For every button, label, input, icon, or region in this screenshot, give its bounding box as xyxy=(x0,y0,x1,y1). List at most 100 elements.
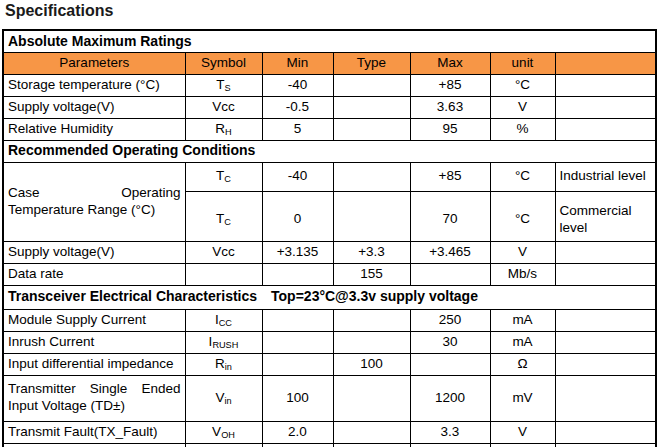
header-note xyxy=(555,52,656,74)
type-cell xyxy=(333,375,410,421)
header-type: Type xyxy=(333,52,410,74)
max-cell: 70 xyxy=(410,191,490,241)
unit-cell: V xyxy=(490,241,555,263)
type-cell: 155 xyxy=(333,263,410,285)
header-max: Max xyxy=(410,52,490,74)
table-row: Data rate 155 Mb/s xyxy=(3,263,656,285)
unit-cell: °C xyxy=(490,191,555,241)
spec-sheet-page: Specifications Absolute Maximum Ratings … xyxy=(0,0,663,447)
unit-cell: mA xyxy=(490,309,555,331)
section-row-transceiver-electrical-characteristics: Transceiver Electrical Characteristics To… xyxy=(3,285,656,309)
param-cell: Supply voltage(V) xyxy=(3,241,185,263)
section-title: Transceiver Electrical Characteristics To… xyxy=(3,285,656,309)
symbol-cell: IRUSH xyxy=(185,331,262,353)
type-cell xyxy=(333,309,410,331)
note-cell xyxy=(555,421,656,443)
note-cell xyxy=(555,331,656,353)
section-row-absolute-maximum-ratings: Absolute Maximum Ratings xyxy=(3,30,656,52)
param-cell: Storage temperature (°C) xyxy=(3,74,185,96)
symbol-cell: ICC xyxy=(185,309,262,331)
min-cell: -0.5 xyxy=(262,96,333,118)
min-cell xyxy=(262,309,333,331)
section-title-text: Transceiver Electrical Characteristics xyxy=(8,288,257,304)
max-cell: 30 xyxy=(410,331,490,353)
unit-cell: mV xyxy=(490,375,555,421)
table-row: Transmitter Single Ended Input Voltage (… xyxy=(3,375,656,421)
type-cell xyxy=(333,118,410,140)
symbol-cell: Rin xyxy=(185,353,262,375)
max-cell: 0.8 xyxy=(410,443,490,447)
page-title: Specifications xyxy=(5,2,113,20)
note-cell: Industrial level xyxy=(555,162,656,191)
max-cell xyxy=(410,353,490,375)
min-cell: +3.135 xyxy=(262,241,333,263)
unit-cell: V xyxy=(490,443,555,447)
symbol-cell: Vcc xyxy=(185,241,262,263)
header-unit: unit xyxy=(490,52,555,74)
max-cell: 3.63 xyxy=(410,96,490,118)
note-cell xyxy=(555,118,656,140)
min-cell: -40 xyxy=(262,162,333,191)
section-title: Absolute Maximum Ratings xyxy=(3,30,656,52)
type-cell xyxy=(333,162,410,191)
table-row: Module Supply Current ICC 250 mA xyxy=(3,309,656,331)
min-cell xyxy=(262,353,333,375)
min-cell: 0 xyxy=(262,191,333,241)
type-cell: 100 xyxy=(333,353,410,375)
type-cell xyxy=(333,421,410,443)
note-cell xyxy=(555,309,656,331)
table-row: Storage temperature (°C) TS -40 +85 °C xyxy=(3,74,656,96)
type-cell xyxy=(333,96,410,118)
table-row: Case Operating Temperature Range (°C) TC… xyxy=(3,162,656,191)
test-condition: Top=23°C@3.3v supply voltage xyxy=(271,288,478,304)
param-cell: Inrush Current xyxy=(3,331,185,353)
type-cell xyxy=(333,331,410,353)
note-cell xyxy=(555,241,656,263)
param-cell: Data rate xyxy=(3,263,185,285)
unit-cell: Ω xyxy=(490,353,555,375)
unit-cell: mA xyxy=(490,331,555,353)
table-row: Supply voltage(V) Vcc -0.5 3.63 V xyxy=(3,96,656,118)
symbol-cell: Vin xyxy=(185,375,262,421)
table-row: LOSS of Signal (LOS) VOL 0 0.8 V xyxy=(3,443,656,447)
table-row: Input differential impedance Rin 100 Ω xyxy=(3,353,656,375)
column-header-row: Parameters Symbol Min Type Max unit xyxy=(3,52,656,74)
max-cell: 1200 xyxy=(410,375,490,421)
max-cell: 95 xyxy=(410,118,490,140)
param-cell: Transmit Fault(TX_Fault) xyxy=(3,421,185,443)
symbol-cell: VOH xyxy=(185,421,262,443)
param-cell: LOSS of Signal (LOS) xyxy=(3,443,185,447)
unit-cell: °C xyxy=(490,74,555,96)
max-cell: 250 xyxy=(410,309,490,331)
note-cell: Commercial level xyxy=(555,191,656,241)
min-cell: 0 xyxy=(262,443,333,447)
specifications-table: Absolute Maximum Ratings Parameters Symb… xyxy=(2,29,657,447)
max-cell xyxy=(410,263,490,285)
symbol-cell: TC xyxy=(185,191,262,241)
unit-cell: °C xyxy=(490,162,555,191)
min-cell: 5 xyxy=(262,118,333,140)
max-cell: +85 xyxy=(410,74,490,96)
note-cell xyxy=(555,375,656,421)
max-cell: 3.3 xyxy=(410,421,490,443)
min-cell xyxy=(262,331,333,353)
min-cell: 2.0 xyxy=(262,421,333,443)
symbol-cell: VOL xyxy=(185,443,262,447)
param-cell: Supply voltage(V) xyxy=(3,96,185,118)
section-row-recommended-operating-conditions: Recommended Operating Conditions xyxy=(3,140,656,162)
note-cell xyxy=(555,263,656,285)
header-symbol: Symbol xyxy=(185,52,262,74)
table-row: Inrush Current IRUSH 30 mA xyxy=(3,331,656,353)
note-cell xyxy=(555,96,656,118)
max-cell: +3.465 xyxy=(410,241,490,263)
note-cell xyxy=(555,353,656,375)
min-cell: -40 xyxy=(262,74,333,96)
header-min: Min xyxy=(262,52,333,74)
table-row: Supply voltage(V) Vcc +3.135 +3.3 +3.465… xyxy=(3,241,656,263)
max-cell: +85 xyxy=(410,162,490,191)
unit-cell: V xyxy=(490,96,555,118)
symbol-cell: RH xyxy=(185,118,262,140)
symbol-cell: Vcc xyxy=(185,96,262,118)
param-cell: Input differential impedance xyxy=(3,353,185,375)
section-title: Recommended Operating Conditions xyxy=(3,140,656,162)
